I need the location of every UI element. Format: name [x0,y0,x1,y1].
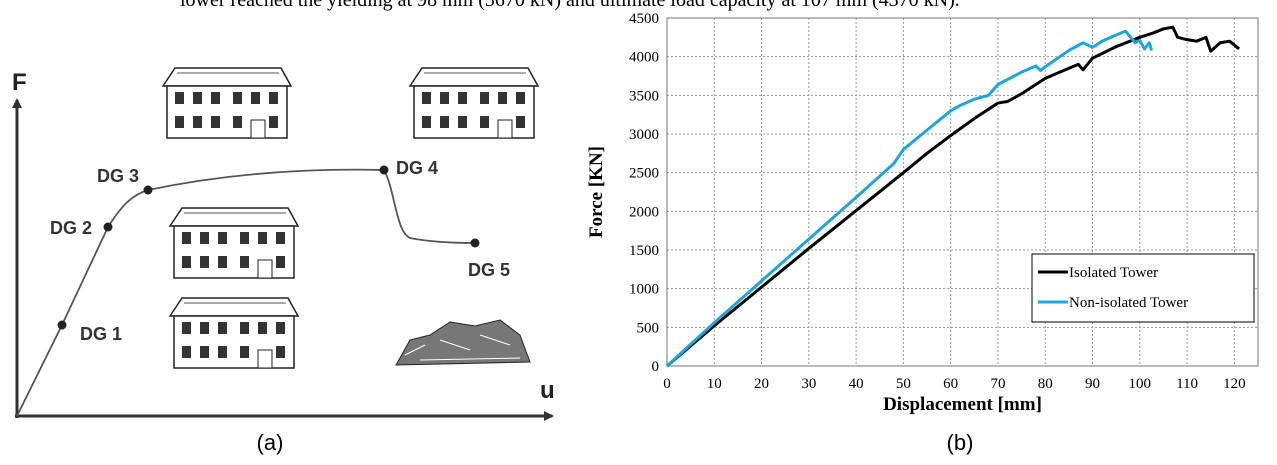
y-axis-title: Force [KN] [586,146,607,238]
y-tick-label: 1500 [629,243,659,259]
f-label: F [12,69,27,96]
y-tick-label: 2000 [629,204,659,220]
dg-label: DG 3 [97,166,139,186]
figure: lower reached the yielding at 98 mm (367… [0,0,1277,465]
x-tick-label: 120 [1223,376,1246,392]
dg-point [58,321,67,330]
rubble [396,320,530,365]
y-tick-label: 0 [652,359,660,375]
damaged-building [163,68,291,138]
dg-point [380,166,389,175]
x-tick-label: 80 [1038,376,1053,392]
x-tick-label: 60 [943,376,958,392]
damaged-building [410,68,538,138]
dg-point [471,239,480,248]
dg-point [144,186,153,195]
panel-label: (a) [257,430,284,455]
y-tick-label: 2500 [629,166,659,182]
y-tick-label: 4500 [629,11,659,27]
x-tick-label: 100 [1129,376,1152,392]
legend-label: Non-isolated Tower [1069,295,1188,311]
y-tick-label: 4000 [629,50,659,66]
x-tick-label: 0 [663,376,671,392]
chart: 0 500 1000 1500 2000 2500 3000 3500 4000 4500 0 10 2… [586,11,1258,415]
panel-label: (b) [947,430,974,455]
dg-label: DG 2 [50,218,92,238]
x-tick-label: 40 [849,376,864,392]
y-tick-label: 1000 [629,282,659,298]
legend-label: Isolated Tower [1069,265,1158,281]
dg-label: DG 4 [396,158,438,178]
x-tick-label: 30 [801,376,816,392]
x-tick-label: 110 [1176,376,1198,392]
caption-fragment: lower reached the yielding at 98 mm (367… [180,0,960,11]
capacity-curve [17,170,475,416]
x-tick-label: 10 [707,376,722,392]
y-tick-label: 3000 [629,127,659,143]
x-tick-label: 70 [990,376,1005,392]
building [170,208,298,278]
dg-label: DG 5 [468,260,510,280]
x-tick-label: 90 [1085,376,1100,392]
u-label: u [540,377,555,404]
x-tick-label: 50 [896,376,911,392]
panel-a: F u DG 1 DG 2 DG 3 DG 4 DG 5 (a) [12,68,555,455]
x-axis-title: Displacement [mm] [883,394,1042,415]
x-tick-label: 20 [754,376,769,392]
y-tick-label: 3500 [629,88,659,104]
dg-point [104,223,113,232]
building [170,298,298,368]
dg-label: DG 1 [80,324,122,344]
y-tick-label: 500 [637,320,660,336]
